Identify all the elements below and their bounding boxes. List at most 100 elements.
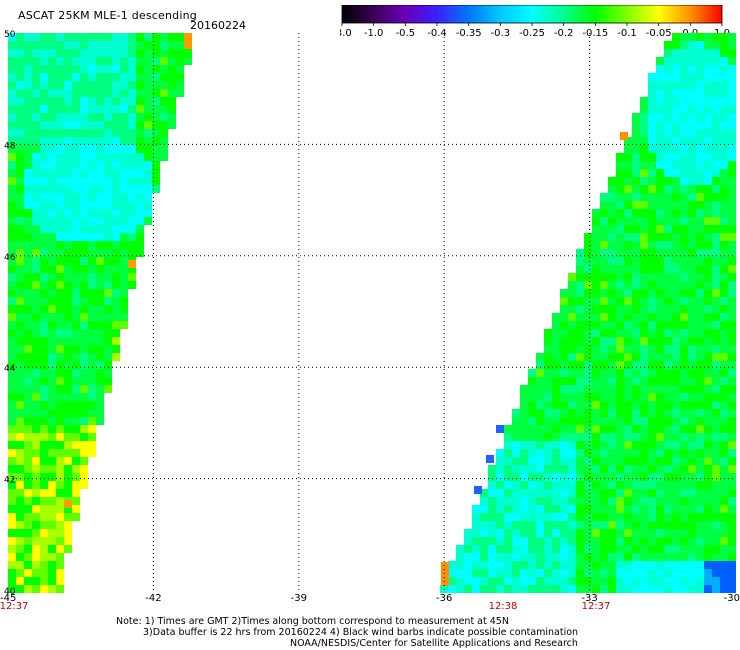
swath-cell — [704, 401, 712, 409]
swath-cell — [120, 41, 128, 49]
swath-cell — [688, 201, 696, 209]
swath-cell — [608, 553, 616, 561]
swath-cell — [120, 169, 128, 177]
swath-cell — [80, 185, 88, 193]
swath-cell — [656, 473, 664, 481]
swath-cell — [720, 489, 728, 497]
swath-cell — [616, 473, 624, 481]
swath-cell — [648, 89, 656, 97]
swath-cell — [56, 289, 64, 297]
swath-cell — [80, 361, 88, 369]
swath-cell — [64, 513, 72, 521]
swath-cell — [96, 321, 104, 329]
swath-cell — [656, 201, 664, 209]
swath-cell — [664, 201, 672, 209]
swath-cell — [680, 289, 688, 297]
swath-cell — [528, 417, 536, 425]
swath-cell — [96, 297, 104, 305]
swath-cell — [56, 169, 64, 177]
swath-cell — [672, 449, 680, 457]
swath-cell — [672, 345, 680, 353]
swath-cell — [8, 185, 16, 193]
swath-cell — [712, 401, 720, 409]
swath-cell — [616, 281, 624, 289]
swath-cell — [16, 113, 24, 121]
swath-cell — [696, 561, 704, 569]
swath-cell — [552, 313, 560, 321]
swath-cell — [80, 177, 88, 185]
swath-cell — [88, 313, 96, 321]
swath-cell — [592, 537, 600, 545]
swath-cell — [616, 425, 624, 433]
swath-cell — [696, 97, 704, 105]
swath-cell — [40, 569, 48, 577]
swath-cell — [608, 329, 616, 337]
swath-cell — [152, 73, 160, 81]
swath-cell — [600, 265, 608, 273]
swath-cell — [576, 513, 584, 521]
swath-cell — [536, 457, 544, 465]
swath-cell — [576, 537, 584, 545]
swath-cell — [16, 81, 24, 89]
swath-cell — [8, 81, 16, 89]
swath-cell — [96, 193, 104, 201]
swath-cell — [592, 225, 600, 233]
swath-cell — [624, 353, 632, 361]
swath-cell — [16, 521, 24, 529]
swath-cell — [656, 153, 664, 161]
swath-cell — [728, 289, 736, 297]
swath-cell — [472, 553, 480, 561]
swath-cell — [48, 513, 56, 521]
swath-cell — [728, 449, 736, 457]
swath-cell — [552, 409, 560, 417]
swath-cell — [568, 569, 576, 577]
swath-cell — [616, 337, 624, 345]
swath-cell — [160, 121, 168, 129]
swath-cell — [616, 305, 624, 313]
swath-cell — [96, 241, 104, 249]
swath-cell — [40, 457, 48, 465]
swath-cell — [664, 585, 672, 593]
swath-cell — [560, 393, 568, 401]
swath-cell — [720, 137, 728, 145]
swath-cell — [696, 249, 704, 257]
swath-cell — [544, 497, 552, 505]
swath-cell — [88, 441, 96, 449]
swath-cell — [16, 505, 24, 513]
swath-cell — [80, 449, 88, 457]
swath-cell — [520, 393, 528, 401]
swath-cell — [712, 553, 720, 561]
swath-cell — [16, 449, 24, 457]
swath-cell — [672, 481, 680, 489]
swath-cell — [656, 321, 664, 329]
swath-cell — [568, 529, 576, 537]
swath-cell — [88, 209, 96, 217]
swath-cell — [696, 417, 704, 425]
swath-cell — [680, 281, 688, 289]
swath-cell — [16, 489, 24, 497]
swath-cell — [696, 353, 704, 361]
swath-cell — [712, 193, 720, 201]
swath-cell — [648, 105, 656, 113]
swath-cell — [616, 553, 624, 561]
swath-cell — [664, 121, 672, 129]
swath-cell — [632, 249, 640, 257]
swath-cell — [512, 457, 520, 465]
swath-cell — [632, 441, 640, 449]
swath-cell — [584, 481, 592, 489]
lat-label: 40 — [4, 587, 16, 597]
swath-cell — [672, 169, 680, 177]
swath-cell — [624, 153, 632, 161]
swath-cell — [712, 577, 720, 585]
swath-cell — [544, 417, 552, 425]
swath-cell — [48, 361, 56, 369]
swath-cell — [632, 321, 640, 329]
swath-cell — [112, 73, 120, 81]
swath-cell — [48, 33, 56, 41]
swath-cell — [112, 169, 120, 177]
swath-cell — [672, 65, 680, 73]
swath-cell — [48, 401, 56, 409]
swath-cell — [80, 417, 88, 425]
swath-cell — [584, 521, 592, 529]
swath-cell — [456, 569, 464, 577]
